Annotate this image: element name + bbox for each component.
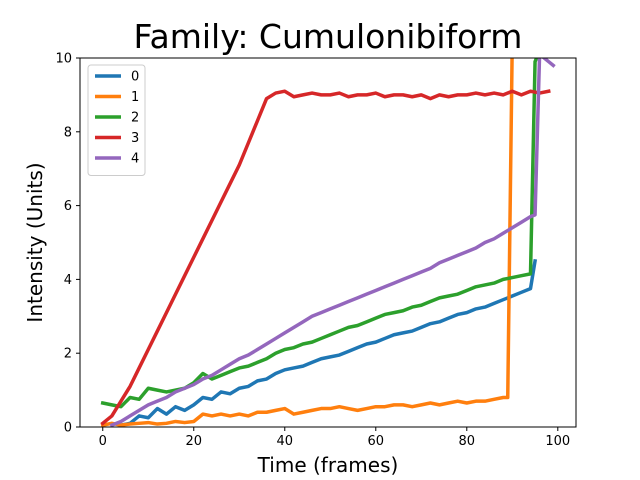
series-line-3 xyxy=(100,89,551,426)
series-line-1 xyxy=(100,58,514,427)
x-axis: 0 20 40 60 80 100 xyxy=(99,427,570,449)
series-layer xyxy=(100,58,556,427)
legend-label-2: 2 xyxy=(131,111,139,126)
y-tick-label: 2 xyxy=(64,347,72,362)
x-tick-label: 40 xyxy=(276,434,293,449)
legend-label-4: 4 xyxy=(131,152,139,167)
y-axis-label: Intensity (Units) xyxy=(23,162,47,322)
x-axis-label: Time (frames) xyxy=(257,453,399,477)
y-tick-label: 4 xyxy=(64,273,72,288)
plot-area xyxy=(79,57,577,428)
x-tick-label: 60 xyxy=(368,434,385,449)
legend-label-3: 3 xyxy=(131,131,139,146)
series-line-0 xyxy=(118,258,538,427)
x-tick-label: 0 xyxy=(99,434,107,449)
x-tick-label: 100 xyxy=(545,434,570,449)
legend-box xyxy=(87,64,146,176)
legend-label-0: 0 xyxy=(131,70,139,85)
y-tick-label: 8 xyxy=(64,125,72,140)
chart-title: Family: Cumulonibiform xyxy=(134,17,523,56)
y-tick-label: 10 xyxy=(55,52,72,67)
y-tick-label: 6 xyxy=(64,199,72,214)
x-tick-label: 20 xyxy=(185,434,202,449)
plot-frame xyxy=(79,57,577,428)
series-line-2 xyxy=(100,58,539,409)
series-line-4 xyxy=(109,58,556,427)
x-tick-label: 80 xyxy=(459,434,476,449)
y-axis: 0 2 4 6 8 10 xyxy=(55,52,80,436)
legend: 0 1 2 3 4 xyxy=(87,64,146,176)
y-tick-label: 0 xyxy=(64,421,72,436)
legend-label-1: 1 xyxy=(131,90,139,105)
